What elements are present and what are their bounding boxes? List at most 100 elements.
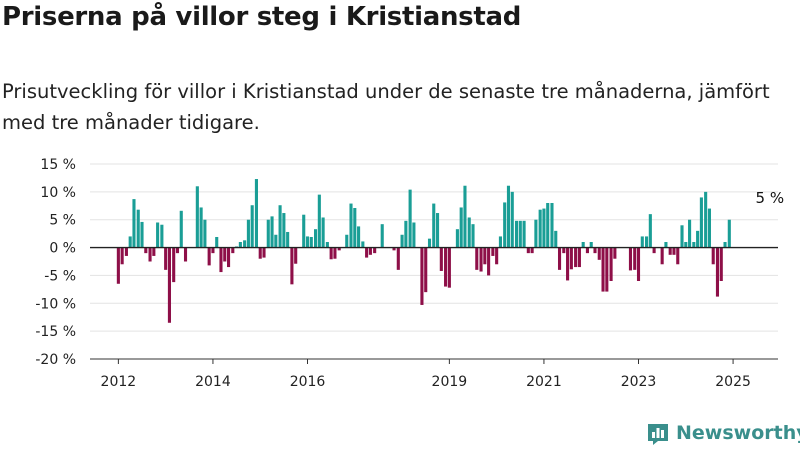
y-axis: 15 % 10 % 5 % 0 % -5 % -10 % -15 % -20 % [35,157,76,368]
bar [447,247,451,288]
bar [538,209,542,248]
bar [195,186,199,248]
bar [274,234,278,248]
x-tick-label: 2014 [195,374,231,390]
bar [266,219,270,248]
bar [636,247,641,281]
bar [392,247,396,251]
bar [498,236,502,248]
bar [609,247,613,281]
y-gridlines [90,163,778,360]
bar [254,179,258,248]
bar [136,209,140,248]
bar [506,185,511,248]
bar [692,242,696,248]
bar [368,247,372,255]
bar [613,247,617,259]
bar [317,194,321,248]
x-tick-label: 2016 [290,374,326,390]
bar-chart: 15 %10 %5 %0 %-5 %-10 %-15 %-20 % 2012 20… [35,157,785,390]
bar [412,222,416,248]
bar [404,220,408,248]
bar [684,242,688,248]
bar [495,247,499,265]
bar [148,247,152,262]
bar [365,247,369,258]
y-tick-label: -5 % [44,268,76,284]
bar [325,242,329,248]
bar [510,191,514,248]
bar [167,247,171,323]
bar [645,236,649,248]
bar [707,208,711,248]
bar [333,247,337,259]
bar [353,208,357,248]
x-tick-label: 2023 [621,374,657,390]
bar [550,203,554,248]
bar [179,210,183,248]
bar [562,247,566,254]
bar [349,203,353,248]
x-tick-label: 2025 [715,374,751,390]
bar [518,220,522,248]
bar [258,247,262,259]
bar [483,247,487,265]
bar [719,247,723,281]
bar [314,229,318,248]
bar [329,247,333,260]
bar [436,213,440,248]
bar [120,247,124,265]
bar [223,247,227,262]
bar [420,247,424,305]
bar [704,191,708,248]
bar [463,185,467,248]
bar [424,247,428,293]
bar [156,222,160,248]
bar [660,247,664,265]
bar [471,224,475,248]
bar [723,242,727,248]
bar [432,203,436,248]
bars [116,179,731,323]
bar [597,247,601,260]
chart-subtitle: Prisutveckling för villor i Kristianstad… [2,80,770,134]
bar [530,247,534,254]
bar [574,247,578,268]
bar [475,247,479,270]
bar [628,247,633,271]
bar [526,247,530,254]
bar [566,247,570,281]
bar [396,247,400,270]
value-annotation: 5 % [756,189,785,207]
bar [238,242,242,248]
annotations: 5 % [756,189,785,207]
bar [116,247,120,284]
bar [183,247,188,262]
bar [302,214,306,248]
bar [203,219,207,248]
bar [444,247,448,287]
bar [569,247,573,270]
bar [337,247,341,251]
bar [455,229,459,248]
bar [132,199,136,248]
bar [246,219,250,248]
bar [270,216,274,248]
bar [487,247,491,276]
newsworthy-logo-icon [648,424,668,445]
bar [715,247,720,297]
bar [199,207,203,248]
x-axis: 2012 2014 2016 2019 2021 2023 2025 [90,358,778,390]
bar [243,240,247,248]
newsworthy-brand: Newsworthy [646,420,800,446]
bar [640,236,644,248]
y-tick-label: 10 % [40,185,76,201]
bar [542,208,546,248]
bar [231,247,235,254]
bar [164,247,168,270]
bar [361,241,365,248]
bar [305,236,310,248]
y-tick-label: -10 % [35,296,76,312]
bar [160,224,164,248]
y-tick-label: 0 % [49,241,76,257]
